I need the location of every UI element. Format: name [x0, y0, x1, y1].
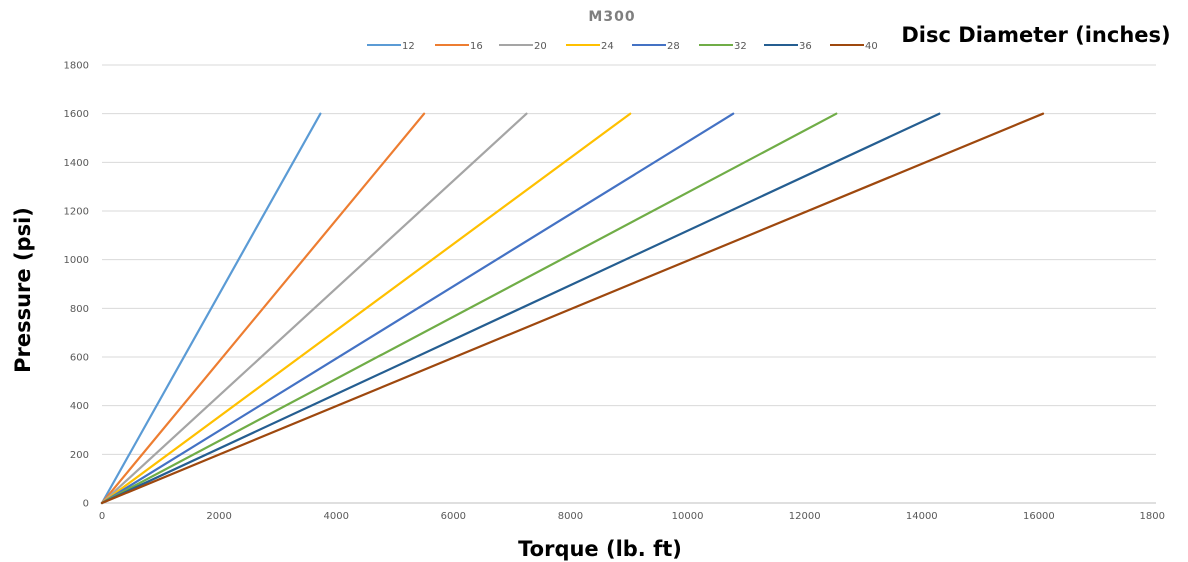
y-tick-label: 1800 — [64, 61, 89, 72]
legend-label-16: 16 — [470, 41, 483, 52]
y-tick-label: 200 — [70, 450, 89, 461]
y-tick-label: 800 — [70, 304, 89, 315]
x-tick-label: 2000 — [206, 511, 231, 522]
y-axis-ticks: 0 200 400 600 800 1000 1200 1400 1600 1800 — [64, 61, 89, 510]
legend-label-20: 20 — [534, 41, 547, 52]
series-line-32 — [100, 112, 838, 505]
legend-label-12: 12 — [402, 41, 415, 52]
legend-label-24: 24 — [601, 41, 614, 52]
x-tick-label: 12000 — [789, 511, 821, 522]
x-tick-label: 1800 — [1140, 511, 1165, 522]
series-line-36 — [100, 112, 941, 505]
legend-title: Disc Diameter (inches) — [901, 23, 1170, 47]
y-tick-label: 1400 — [64, 158, 89, 169]
series-line-20 — [100, 112, 528, 505]
series-line-40 — [100, 112, 1045, 505]
x-axis-ticks: 0 2000 4000 6000 8000 10000 12000 14000 16000 180… — [99, 511, 1165, 522]
series-line-16 — [100, 112, 426, 505]
series-line-24 — [100, 112, 632, 505]
series-line-12 — [100, 112, 322, 505]
y-tick-label: 600 — [70, 353, 89, 364]
y-axis-title: Pressure (psi) — [11, 207, 35, 373]
y-tick-label: 0 — [83, 499, 89, 510]
y-tick-label: 1200 — [64, 207, 89, 218]
y-tick-label: 1000 — [64, 255, 89, 266]
x-tick-label: 4000 — [323, 511, 348, 522]
series-lines — [100, 112, 1045, 505]
x-tick-label: 8000 — [558, 511, 583, 522]
chart-title: M300 — [588, 9, 635, 25]
legend-label-32: 32 — [734, 41, 747, 52]
legend-label-28: 28 — [667, 41, 680, 52]
series-line-28 — [100, 112, 735, 505]
x-tick-label: 0 — [99, 511, 105, 522]
legend-label-40: 40 — [865, 41, 878, 52]
legend-label-36: 36 — [799, 41, 812, 52]
y-tick-label: 1600 — [64, 109, 89, 120]
x-tick-label: 16000 — [1023, 511, 1055, 522]
x-axis-title: Torque (lb. ft) — [518, 537, 682, 561]
y-tick-label: 400 — [70, 401, 89, 412]
x-tick-label: 10000 — [672, 511, 704, 522]
x-tick-label: 6000 — [441, 511, 466, 522]
x-tick-label: 14000 — [906, 511, 938, 522]
legend: 12 16 20 24 28 32 36 40 — [367, 41, 878, 52]
